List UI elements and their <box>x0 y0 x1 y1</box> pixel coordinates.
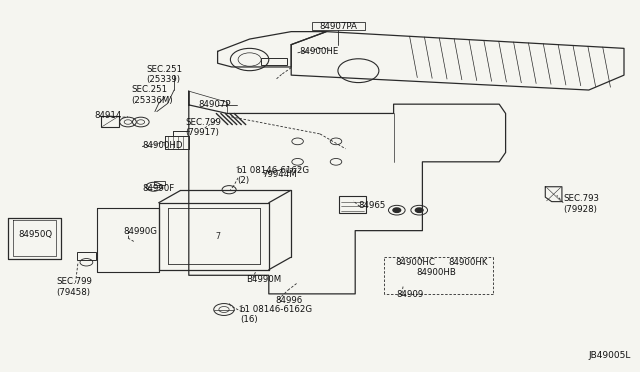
Text: SEC.799
(79458): SEC.799 (79458) <box>56 278 92 297</box>
Circle shape <box>393 208 401 212</box>
Circle shape <box>415 208 423 212</box>
Bar <box>154 181 165 185</box>
Text: SEC.799
(79917): SEC.799 (79917) <box>186 118 221 137</box>
Text: SEC.793
(79928): SEC.793 (79928) <box>563 194 599 214</box>
Text: 7: 7 <box>215 232 220 241</box>
Text: 84900HE: 84900HE <box>300 47 339 56</box>
Text: 84900HD: 84900HD <box>142 141 182 150</box>
Bar <box>261 58 287 65</box>
Text: 84990G: 84990G <box>123 227 157 236</box>
Text: 79944M: 79944M <box>262 170 297 179</box>
Text: JB49005L: JB49005L <box>588 351 630 360</box>
Bar <box>101 116 119 127</box>
Text: 84990F: 84990F <box>142 185 174 193</box>
Text: 84996: 84996 <box>275 296 303 305</box>
Text: 84965: 84965 <box>358 201 386 210</box>
Bar <box>312 22 365 30</box>
Text: 84907PA: 84907PA <box>319 22 357 31</box>
Text: B4990M: B4990M <box>246 275 282 284</box>
Text: 84909: 84909 <box>397 290 424 299</box>
Text: 84900HB: 84900HB <box>416 268 456 277</box>
Text: 84900HK: 84900HK <box>448 258 488 267</box>
Text: ␢1 08146-6162G
(2): ␢1 08146-6162G (2) <box>237 166 310 185</box>
Text: 84907P: 84907P <box>198 100 231 109</box>
Bar <box>339 196 366 213</box>
Text: SEC.251
(25336M): SEC.251 (25336M) <box>131 85 173 105</box>
Text: 84950Q: 84950Q <box>18 230 52 239</box>
Text: 84914: 84914 <box>95 111 122 120</box>
Text: ␢1 08146-6162G
(16): ␢1 08146-6162G (16) <box>240 305 313 324</box>
Text: 84900HC: 84900HC <box>396 258 435 267</box>
Text: SEC.251
(25339): SEC.251 (25339) <box>146 65 182 84</box>
Bar <box>77 252 96 260</box>
